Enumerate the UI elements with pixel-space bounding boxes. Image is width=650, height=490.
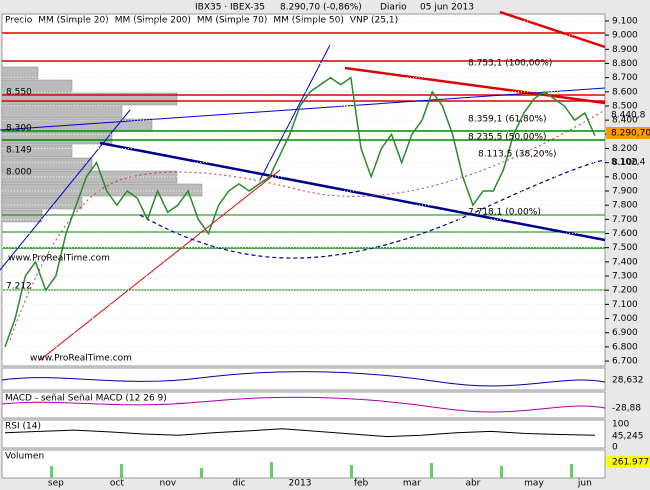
trend-lines xyxy=(0,10,606,361)
y-tick-label: 7.700 xyxy=(612,215,638,225)
annotation: www.ProRealTime.com xyxy=(8,254,110,264)
panel-1-line xyxy=(1,371,606,387)
y-tick-label: 6.800 xyxy=(612,342,638,352)
rsi-line xyxy=(4,428,596,438)
macd-value: -28,88 xyxy=(612,404,641,414)
y-tick-label: 7.600 xyxy=(612,229,638,239)
legend-entry: VNP (25,1) xyxy=(350,16,398,26)
annotation: www.ProRealTime.com xyxy=(30,354,132,364)
legend: Precio MM (Simple 20) MM (Simple 200) MM (S… xyxy=(5,16,398,26)
x-tick-label: oct xyxy=(110,479,124,489)
y-tick-label: 7.900 xyxy=(612,187,638,197)
rsi-bottom: 0 xyxy=(612,443,618,453)
price-label: 8.290,70 xyxy=(611,129,650,139)
date: 05 jun 2013 xyxy=(420,3,474,13)
y-tick-label: 7.200 xyxy=(612,286,638,296)
y-tick-label: 7.400 xyxy=(612,257,638,267)
x-tick-label: jun xyxy=(577,479,592,489)
panel-rsi xyxy=(1,419,606,449)
annotation: 8.113,5 (38,20%) xyxy=(478,150,557,160)
x-tick-label: mar xyxy=(403,479,421,489)
x-tick-label: 2013 xyxy=(289,479,312,489)
last-price: 8.290,70 (-0,86%) xyxy=(280,3,362,13)
panel-volume xyxy=(1,449,606,479)
price-label: 8.440,8 xyxy=(611,111,646,121)
y-tick-label: 8.900 xyxy=(612,45,638,55)
symbol: IBX35 · IBEX-35 xyxy=(195,3,265,13)
volume-value-box xyxy=(606,456,650,468)
annotation: 8.753,1 (100,00%) xyxy=(468,59,552,69)
rsi-top: 100 xyxy=(612,420,629,430)
annotation: 7.212 xyxy=(6,282,32,292)
y-tick-label: 7.500 xyxy=(612,243,638,253)
y-tick-label: 6.700 xyxy=(612,357,638,367)
annotation: 7.718,1 (0,00%) xyxy=(468,208,541,218)
legend-entry: Precio xyxy=(5,16,33,26)
rsi-value: 45,245 xyxy=(612,432,644,442)
volume-value: 261.977 xyxy=(612,458,649,468)
y-tick-label: 7.300 xyxy=(612,272,638,282)
volume-bars xyxy=(50,462,573,478)
x-tick-label: dic xyxy=(232,479,245,489)
x-tick-label: abr xyxy=(465,479,480,489)
y-tick-label: 8.600 xyxy=(612,87,638,97)
price-label-box xyxy=(606,127,650,139)
y-tick-label: 8.200 xyxy=(612,144,638,154)
y-tick-label: 8.700 xyxy=(612,73,638,83)
y-tick-label: 7.000 xyxy=(612,314,638,324)
annotation: 8.359,1 (61,80%) xyxy=(468,115,547,125)
y-tick-label: 8.500 xyxy=(612,101,638,111)
y-tick-label: 9.000 xyxy=(612,31,638,41)
y-tick-label: 7.800 xyxy=(612,201,638,211)
y-tick-label: 8.800 xyxy=(612,59,638,69)
x-tick-label: may xyxy=(524,479,544,489)
panel-1-value: 28,632 xyxy=(612,376,644,386)
rsi-label: RSI (14) xyxy=(5,422,41,432)
panel-1 xyxy=(1,367,606,391)
price-label: 8.102,4 xyxy=(611,158,646,168)
annotation: 8.149 xyxy=(6,146,32,156)
y-tick-label: 7.100 xyxy=(612,300,638,310)
macd-label: MACD - señal Señal MACD (12 26 9) xyxy=(5,394,167,404)
volume-label: Volumen xyxy=(5,452,44,462)
legend-entry: MM (Simple 20) xyxy=(38,16,108,26)
y-tick-label: 9.100 xyxy=(612,16,638,26)
y-tick-label: 8.400 xyxy=(612,116,638,126)
annotation: 8.300 xyxy=(6,124,32,134)
legend-entry: MM (Simple 70) xyxy=(197,16,267,26)
period: Diario xyxy=(380,3,407,13)
y-tick-label: 6.900 xyxy=(612,328,638,338)
annotation: 8.550 xyxy=(6,88,32,98)
y-tick-label: 8.000 xyxy=(612,172,638,182)
annotation: 8.000 xyxy=(6,168,32,178)
annotation: 8.235,5 (50,00%) xyxy=(468,133,547,143)
x-tick-label: sep xyxy=(48,479,64,489)
price-line xyxy=(4,76,596,348)
macd-line xyxy=(1,396,606,413)
x-tick-label: nov xyxy=(159,479,176,489)
panel-macd xyxy=(1,391,606,419)
x-tick-label: feb xyxy=(354,479,369,489)
y-tick-label: 8.100 xyxy=(612,158,638,168)
